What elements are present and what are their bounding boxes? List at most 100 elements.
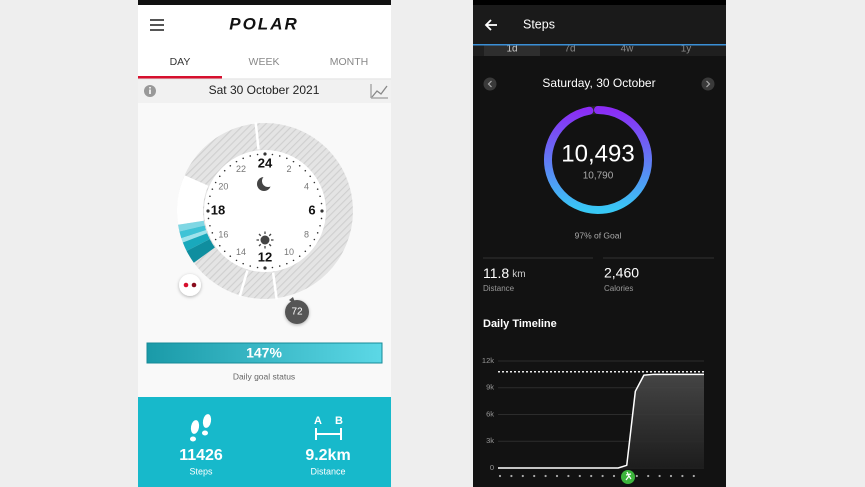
dial-label: 2 <box>286 164 291 174</box>
prev-day[interactable] <box>483 77 497 91</box>
dial-tick <box>207 217 210 220</box>
back-button[interactable] <box>484 19 497 31</box>
dial-tick <box>298 255 301 258</box>
activity-toggle[interactable] <box>179 274 201 296</box>
steps-value: 10,493 <box>561 140 634 167</box>
dial-tick <box>292 259 295 262</box>
dial-tick <box>313 181 316 184</box>
y-tick-label: 0 <box>490 463 494 472</box>
range-tab[interactable]: 1d <box>506 44 517 55</box>
dial-tick <box>292 160 295 163</box>
axis-dot <box>544 474 547 478</box>
dial-tick <box>263 152 267 156</box>
distance-value: 11.8 km <box>483 265 526 281</box>
trend-button[interactable] <box>371 85 388 98</box>
header-divider <box>473 44 726 46</box>
dial-tick <box>309 175 312 178</box>
tab[interactable]: WEEK <box>249 56 280 68</box>
calories-label: Calories <box>604 284 633 293</box>
axis-dot <box>590 474 593 478</box>
dial-tick <box>304 250 307 253</box>
dial-tick <box>278 265 281 267</box>
dial-tick <box>211 232 214 234</box>
dial-tick <box>218 175 221 178</box>
sun-ray <box>268 233 272 237</box>
dial-tick <box>214 181 217 184</box>
distance-label: Distance <box>483 284 515 293</box>
dial-label: 14 <box>236 247 246 257</box>
info-button[interactable] <box>144 85 156 97</box>
axis-dot <box>692 474 695 478</box>
dial-tick <box>316 232 319 234</box>
dial-tick <box>209 195 211 198</box>
ring-gap <box>238 270 249 297</box>
dial-tick <box>242 262 244 265</box>
axis-dot <box>669 474 673 478</box>
axis-dot <box>658 474 661 478</box>
goal-caption: Daily goal status <box>233 371 295 381</box>
dial-tick <box>229 255 232 258</box>
area <box>498 374 704 468</box>
distance-marker: B <box>335 415 343 427</box>
marker-bubble <box>285 300 309 324</box>
dial-tick <box>214 238 217 241</box>
range-tab[interactable]: 1y <box>681 44 692 55</box>
axis-dot <box>601 474 604 478</box>
activity-arc <box>186 239 215 263</box>
activity-arc <box>182 233 210 251</box>
range-tab[interactable]: 4w <box>621 44 635 55</box>
dial-tick <box>271 153 274 156</box>
moon-cut <box>262 175 274 187</box>
axis-dot <box>555 474 559 478</box>
dial-tick <box>320 202 323 205</box>
tab[interactable]: MONTH <box>330 56 369 68</box>
date: Sat 30 October 2021 <box>209 83 320 97</box>
goal-percent: 147% <box>246 345 282 361</box>
footsteps-icon <box>190 414 212 442</box>
dial-tick <box>223 250 226 253</box>
menu-button[interactable] <box>150 19 164 31</box>
timeline-chart: 0 3k 6k 9k 12k <box>482 356 704 484</box>
dial-tick <box>209 224 211 227</box>
screen-title: Steps <box>523 17 555 31</box>
dial-tick <box>319 224 321 227</box>
dial-tick <box>263 266 267 270</box>
dial-tick <box>256 153 259 156</box>
dial-tick <box>249 155 252 157</box>
goal-ring <box>544 106 652 214</box>
dial-tick <box>309 244 312 247</box>
dot <box>183 282 189 288</box>
dial-tick <box>298 164 301 167</box>
runner-icon <box>625 471 632 481</box>
dial-tick <box>286 157 288 160</box>
dial-face <box>204 150 326 272</box>
next-day[interactable] <box>701 77 715 91</box>
steps-app: Steps 1d 7d 4w 1y Saturday, 30 October 1… <box>473 0 726 487</box>
axis-dot <box>578 474 581 478</box>
tab[interactable]: DAY <box>170 56 191 68</box>
axis-dot <box>510 474 513 478</box>
summary-panel <box>138 397 391 487</box>
status-bar <box>473 0 726 5</box>
dial-tick <box>223 169 226 172</box>
ring-gap <box>254 122 260 150</box>
distance-marker: A <box>314 415 322 427</box>
axis-dot <box>498 474 502 478</box>
dial-tick <box>207 202 210 205</box>
range-tab[interactable]: 7d <box>564 44 575 55</box>
marker-value: 72 <box>291 307 303 318</box>
sun-icon <box>260 235 270 245</box>
axis-dot <box>681 474 684 478</box>
line <box>498 373 704 469</box>
polar-header <box>138 5 391 79</box>
y-tick-label: 3k <box>486 436 494 445</box>
dial-tick <box>206 209 210 213</box>
dial-tick <box>235 160 238 163</box>
date-bar <box>138 80 391 103</box>
dial-label: 18 <box>211 202 225 217</box>
axis-dot <box>635 474 638 478</box>
dial-tick <box>235 259 238 262</box>
